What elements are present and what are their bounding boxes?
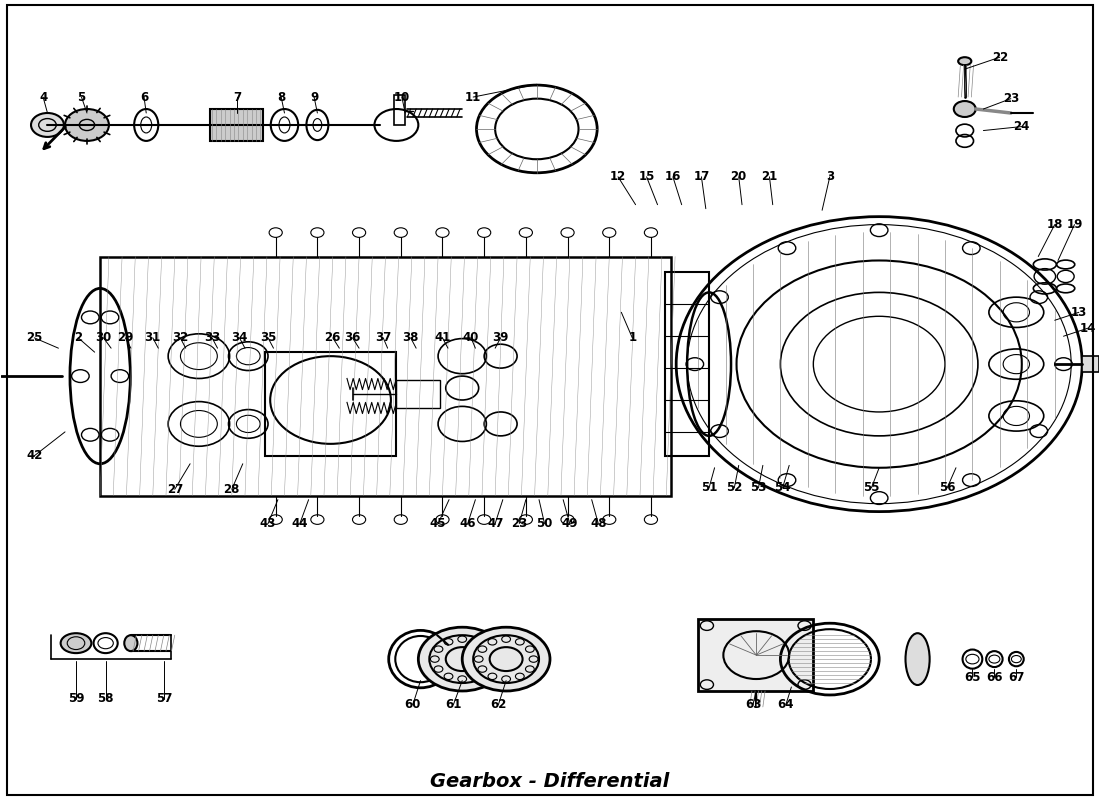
Text: 51: 51 xyxy=(701,481,717,494)
Text: 24: 24 xyxy=(1013,120,1030,133)
Text: 53: 53 xyxy=(750,481,767,494)
Bar xyxy=(100,257,671,496)
Text: 33: 33 xyxy=(204,331,220,344)
Text: 67: 67 xyxy=(1008,671,1024,684)
Text: 66: 66 xyxy=(986,671,1002,684)
Text: 50: 50 xyxy=(537,517,552,530)
Text: 5: 5 xyxy=(77,90,86,103)
Text: 30: 30 xyxy=(96,331,111,344)
Text: 59: 59 xyxy=(68,693,85,706)
Text: 4: 4 xyxy=(39,90,47,103)
Text: 18: 18 xyxy=(1046,218,1063,231)
Circle shape xyxy=(954,101,976,117)
Text: 61: 61 xyxy=(446,698,462,711)
Text: 43: 43 xyxy=(260,517,276,530)
Bar xyxy=(265,352,396,456)
Text: 20: 20 xyxy=(730,170,747,183)
Text: 29: 29 xyxy=(118,331,133,344)
Text: 8: 8 xyxy=(277,90,285,103)
Circle shape xyxy=(418,627,506,691)
Text: 65: 65 xyxy=(965,671,981,684)
Text: 41: 41 xyxy=(434,331,451,344)
Text: 19: 19 xyxy=(1066,218,1082,231)
Text: 56: 56 xyxy=(939,481,956,494)
Text: 52: 52 xyxy=(726,481,742,494)
Text: 17: 17 xyxy=(693,170,710,183)
Bar xyxy=(210,109,263,141)
Text: 34: 34 xyxy=(231,331,248,344)
Text: 58: 58 xyxy=(98,693,114,706)
Text: 63: 63 xyxy=(745,698,761,711)
Text: 54: 54 xyxy=(774,481,791,494)
Text: 21: 21 xyxy=(761,170,778,183)
Ellipse shape xyxy=(958,57,971,65)
Circle shape xyxy=(31,113,64,137)
Text: 23: 23 xyxy=(512,517,527,530)
Text: 42: 42 xyxy=(26,450,43,462)
Text: 48: 48 xyxy=(590,517,606,530)
Bar xyxy=(666,273,710,456)
Text: 62: 62 xyxy=(491,698,507,711)
Text: 7: 7 xyxy=(233,90,241,103)
Text: 64: 64 xyxy=(778,698,794,711)
Text: Gearbox - Differential: Gearbox - Differential xyxy=(430,772,670,790)
Text: 31: 31 xyxy=(145,331,161,344)
Text: 13: 13 xyxy=(1070,306,1087,319)
Text: 9: 9 xyxy=(310,90,318,103)
Text: 15: 15 xyxy=(638,170,654,183)
Text: 49: 49 xyxy=(561,517,578,530)
Text: 2: 2 xyxy=(74,331,82,344)
Text: 35: 35 xyxy=(260,331,276,344)
Text: 47: 47 xyxy=(487,517,504,530)
Text: 12: 12 xyxy=(609,170,626,183)
Text: 10: 10 xyxy=(394,90,410,103)
Bar xyxy=(698,619,813,691)
Ellipse shape xyxy=(905,633,930,685)
Text: 37: 37 xyxy=(375,331,392,344)
Circle shape xyxy=(462,627,550,691)
Text: 45: 45 xyxy=(430,517,447,530)
Text: 16: 16 xyxy=(664,170,681,183)
Text: 39: 39 xyxy=(493,331,509,344)
Text: 40: 40 xyxy=(463,331,480,344)
Text: 38: 38 xyxy=(403,331,419,344)
Text: 26: 26 xyxy=(324,331,341,344)
Text: 44: 44 xyxy=(292,517,308,530)
Text: 57: 57 xyxy=(155,693,172,706)
Bar xyxy=(1082,356,1099,372)
Ellipse shape xyxy=(60,633,91,653)
Text: 14: 14 xyxy=(1079,322,1096,334)
Text: 23: 23 xyxy=(1003,92,1019,105)
Text: 25: 25 xyxy=(26,331,43,344)
Text: 6: 6 xyxy=(140,90,148,103)
Text: 46: 46 xyxy=(460,517,476,530)
Text: 55: 55 xyxy=(864,481,880,494)
Ellipse shape xyxy=(124,635,138,651)
Text: 11: 11 xyxy=(465,90,482,103)
Text: 22: 22 xyxy=(992,50,1008,64)
Bar xyxy=(396,380,440,408)
Text: 3: 3 xyxy=(826,170,834,183)
Text: 27: 27 xyxy=(166,482,183,496)
Circle shape xyxy=(65,109,109,141)
Text: 28: 28 xyxy=(223,482,240,496)
Bar xyxy=(394,94,405,125)
Text: 1: 1 xyxy=(628,331,637,344)
Text: 60: 60 xyxy=(405,698,421,711)
Text: 36: 36 xyxy=(344,331,361,344)
Text: 32: 32 xyxy=(172,331,188,344)
